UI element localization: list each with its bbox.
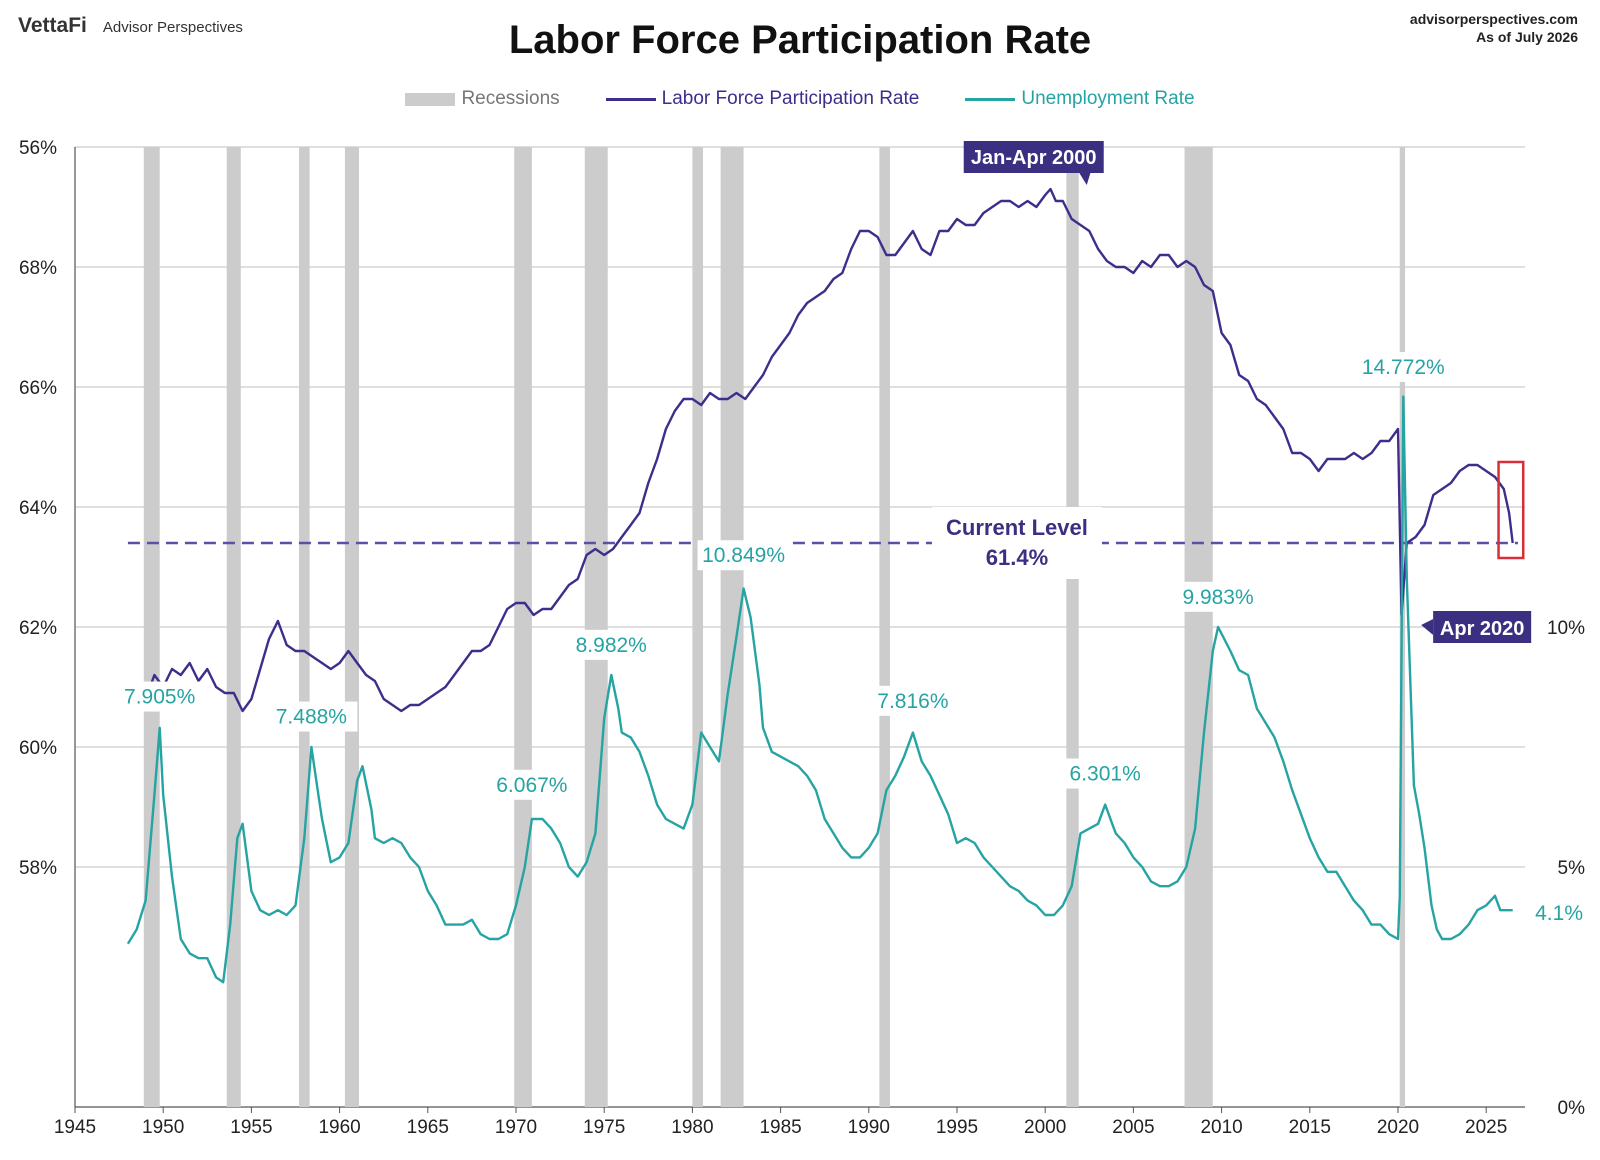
unemployment-peak-label-bg — [866, 685, 959, 716]
unemployment-peak-label-bg — [1172, 581, 1265, 612]
x-tick-label: 2020 — [1377, 1117, 1419, 1138]
unemployment-swatch — [965, 97, 1016, 101]
latest-highlight-box — [1497, 460, 1525, 560]
x-tick-label: 1945 — [54, 1117, 96, 1138]
recession-swatch — [405, 92, 456, 106]
unemployment-peak-label: 7.905% — [124, 686, 195, 709]
current-level-label-bg — [931, 507, 1102, 579]
recession-bar — [720, 147, 744, 1107]
unemployment-current-label: 4.1% — [1535, 902, 1583, 925]
current-level-label: Current Level — [946, 515, 1088, 540]
legend-label-lfpr: Labor Force Participation Rate — [661, 88, 920, 109]
unemployment-peak-label-bg — [1059, 758, 1152, 789]
unemployment-peak-label-bg — [265, 701, 358, 732]
legend-item-unemployment: Unemployment Rate — [965, 88, 1195, 110]
x-tick-label: 1980 — [671, 1117, 713, 1138]
x-tick-label: 1955 — [230, 1117, 272, 1138]
y-left-tick-label: 64% — [19, 498, 57, 519]
unemployment-peak-label: 9.983% — [1182, 586, 1253, 609]
recession-bar — [299, 147, 310, 1107]
trough-callout-box — [1433, 611, 1532, 643]
lfpr-swatch — [605, 97, 656, 101]
lfpr-series-line — [126, 187, 1514, 713]
trough-callout-label: Apr 2020 — [1440, 618, 1525, 640]
legend-label-recessions: Recessions — [461, 88, 560, 109]
x-tick-label: 2000 — [1024, 1117, 1066, 1138]
unemployment-series-line — [126, 395, 1513, 984]
chart-title: Labor Force Participation Rate — [508, 18, 1092, 62]
chart-legend: Recessions Labor Force Participation Rat… — [0, 88, 1600, 110]
recession-bar — [879, 147, 890, 1107]
source-block: advisorperspectives.com As of July 2026 — [1410, 10, 1578, 46]
unemployment-peak-label: 8.982% — [576, 634, 647, 657]
legend-label-unemployment: Unemployment Rate — [1021, 88, 1195, 109]
x-tick-label: 2025 — [1465, 1117, 1507, 1138]
as-of-date: As of July 2026 — [1476, 29, 1578, 45]
y-left-tick-label: 58% — [19, 858, 57, 879]
brand-header: VettaFi Advisor Perspectives — [18, 14, 243, 38]
recession-bar — [1066, 147, 1079, 1107]
trough-callout-pointer — [1421, 619, 1434, 635]
unemployment-peak-label-bg — [697, 540, 790, 571]
x-tick-label: 1965 — [407, 1117, 449, 1138]
unemployment-peak-label-bg — [565, 629, 658, 660]
current-level-value: 61.4% — [986, 545, 1048, 570]
y-left-tick-label: 62% — [19, 618, 57, 639]
unemployment-peak-label: 6.067% — [496, 774, 567, 797]
unemployment-peak-label-bg — [113, 681, 206, 712]
x-tick-label: 2015 — [1289, 1117, 1331, 1138]
unemployment-peak-label: 7.488% — [276, 706, 347, 729]
y-left-tick-label: 68% — [19, 258, 57, 279]
x-tick-label: 2005 — [1112, 1117, 1154, 1138]
x-tick-label: 1950 — [142, 1117, 184, 1138]
recession-bar — [584, 147, 608, 1107]
unemployment-peak-label: 10.849% — [702, 544, 785, 567]
recession-bar — [1184, 147, 1213, 1107]
unemployment-peak-label: 7.816% — [877, 690, 948, 713]
unemployment-peak-label-bg — [1357, 351, 1450, 382]
y-left-tick-label: 66% — [19, 378, 57, 399]
x-tick-label: 1995 — [936, 1117, 978, 1138]
x-tick-label: 2010 — [1200, 1117, 1242, 1138]
recession-bar — [226, 147, 241, 1107]
advisor-perspectives-logo: Advisor Perspectives — [102, 19, 243, 36]
unemployment-peak-label-bg — [485, 769, 578, 800]
x-tick-label: 1970 — [495, 1117, 537, 1138]
y-right-tick-label: 10% — [1547, 618, 1585, 639]
vettafi-logo: VettaFi — [18, 14, 87, 37]
unemployment-peak-label: 14.772% — [1362, 356, 1445, 379]
y-left-tick-label: 60% — [19, 738, 57, 759]
x-tick-label: 1990 — [848, 1117, 890, 1138]
recession-bar — [143, 147, 160, 1107]
recession-bar — [344, 147, 360, 1107]
peak-callout-pointer — [1078, 172, 1091, 185]
y-right-tick-label: 5% — [1558, 858, 1586, 879]
recession-bar — [692, 147, 703, 1107]
y-right-tick-label: 0% — [1558, 1098, 1586, 1119]
recession-bar — [514, 147, 532, 1107]
legend-item-lfpr: Labor Force Participation Rate — [605, 88, 920, 110]
unemployment-peak-label: 6.301% — [1070, 763, 1141, 786]
source-site: advisorperspectives.com — [1409, 11, 1578, 27]
peak-callout-box — [963, 141, 1104, 173]
peak-callout-label: Jan-Apr 2000 — [971, 147, 1097, 169]
x-tick-label: 1960 — [318, 1117, 360, 1138]
legend-item-recessions: Recessions — [405, 88, 560, 110]
x-tick-label: 1975 — [583, 1117, 625, 1138]
x-tick-label: 1985 — [759, 1117, 801, 1138]
y-left-tick-label: 56% — [19, 138, 57, 159]
